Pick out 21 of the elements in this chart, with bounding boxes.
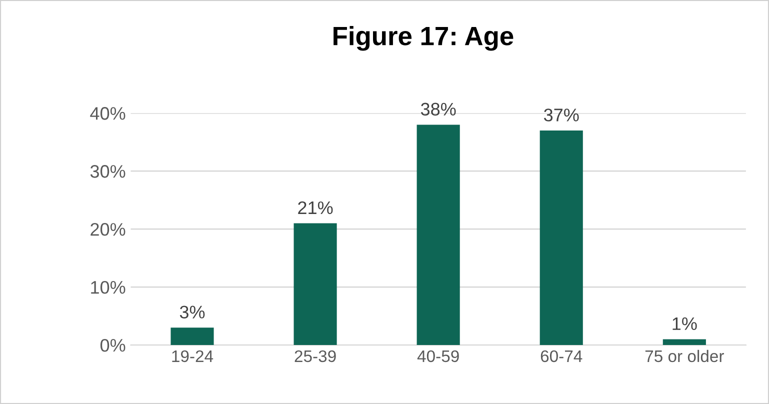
- data-label: 3%: [180, 306, 205, 318]
- x-tick-label: 60-74: [540, 350, 582, 362]
- y-tick-label: 40%: [90, 107, 126, 120]
- data-label: 21%: [298, 201, 333, 214]
- x-tick-label: 25-39: [294, 350, 336, 362]
- chart-title: Figure 17: Age: [334, 26, 514, 51]
- data-label: 1%: [672, 317, 697, 330]
- bar: [170, 328, 214, 346]
- x-tick-label: 19-24: [172, 350, 214, 362]
- x-tick-label: 40-59: [417, 350, 459, 362]
- x-tick-label: 75 or older: [645, 350, 724, 362]
- bar: [540, 130, 583, 346]
- y-tick-label: 30%: [90, 165, 126, 178]
- y-tick-label: 20%: [90, 223, 126, 236]
- data-label: 37%: [544, 108, 579, 122]
- y-tick-label: 0%: [100, 338, 126, 352]
- bar: [662, 339, 706, 346]
- bar: [416, 124, 460, 346]
- y-tick-label: 10%: [91, 280, 126, 294]
- data-label: 38%: [420, 102, 456, 116]
- bar: [294, 223, 337, 346]
